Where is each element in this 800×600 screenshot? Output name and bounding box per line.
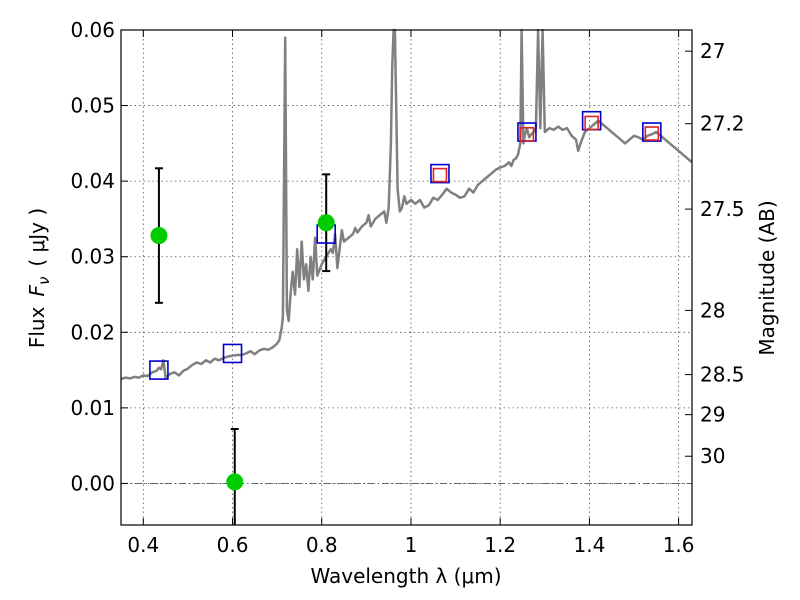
x-tick-label: 0.8 — [306, 533, 338, 557]
right-axis-label: Magnitude (AB) — [755, 200, 779, 355]
measured-point — [317, 214, 335, 232]
y-tick-label: 0.05 — [70, 94, 115, 118]
observed-photometry-square — [519, 126, 535, 142]
model-photometry-square — [149, 360, 169, 380]
y-tick-label: 0.02 — [70, 320, 115, 344]
y-tick-label: 0.04 — [70, 169, 115, 193]
model-photometry-square — [430, 163, 450, 184]
right-tick-label: 27 — [700, 39, 725, 63]
x-tick-label: 1 — [405, 533, 418, 557]
right-tick-label: 28.5 — [700, 363, 745, 387]
y-tick-label: 0.03 — [70, 245, 115, 269]
photometry-squares — [149, 110, 662, 380]
right-tick-label: 27.5 — [700, 197, 745, 221]
right-tick-label: 28 — [700, 298, 725, 322]
right-tick-label: 27.2 — [700, 112, 745, 136]
grid-lines — [121, 29, 692, 525]
y-axis-label: Flux Fν ( μJy ) — [25, 208, 53, 348]
right-tick-label: 30 — [700, 444, 725, 468]
measured-point — [226, 473, 244, 491]
observed-photometry-square — [432, 167, 448, 183]
measured-points — [150, 214, 335, 491]
x-axis-ticks: 0.4 0.6 0.8 1 1.2 1.4 1.6 — [127, 30, 695, 557]
x-tick-label: 1.4 — [573, 533, 605, 557]
x-tick-label: 0.6 — [217, 533, 249, 557]
x-tick-label: 0.4 — [127, 533, 159, 557]
y-axis-ticks: 0.00 0.01 0.02 0.03 0.04 0.05 0.06 — [70, 18, 128, 495]
x-axis-label: Wavelength λ (μm) — [310, 564, 501, 588]
plot-background — [121, 30, 692, 525]
measured-point — [150, 227, 168, 245]
y-axis-label-text: Flux — [25, 306, 49, 348]
x-tick-label: 1.6 — [663, 533, 695, 557]
y-tick-label: 0.00 — [70, 471, 115, 495]
observed-photometry-square — [584, 115, 599, 131]
y-tick-label: 0.01 — [70, 396, 115, 420]
plot-frame — [120, 29, 693, 526]
y-tick-label: 0.06 — [70, 18, 115, 42]
y-axis-label-unit: ( μJy ) — [25, 208, 49, 267]
model-photometry-square — [642, 122, 662, 142]
observed-photometry-square — [644, 126, 660, 141]
x-tick-label: 1.2 — [484, 533, 516, 557]
y-axis-label-subscript: ν — [35, 277, 53, 285]
model-photometry-square — [222, 343, 243, 364]
right-axis-ticks: 27 27.2 27.5 28 28.5 29 30 — [685, 39, 745, 468]
right-tick-label: 29 — [700, 403, 725, 427]
y-axis-label-symbol: F — [25, 285, 49, 297]
